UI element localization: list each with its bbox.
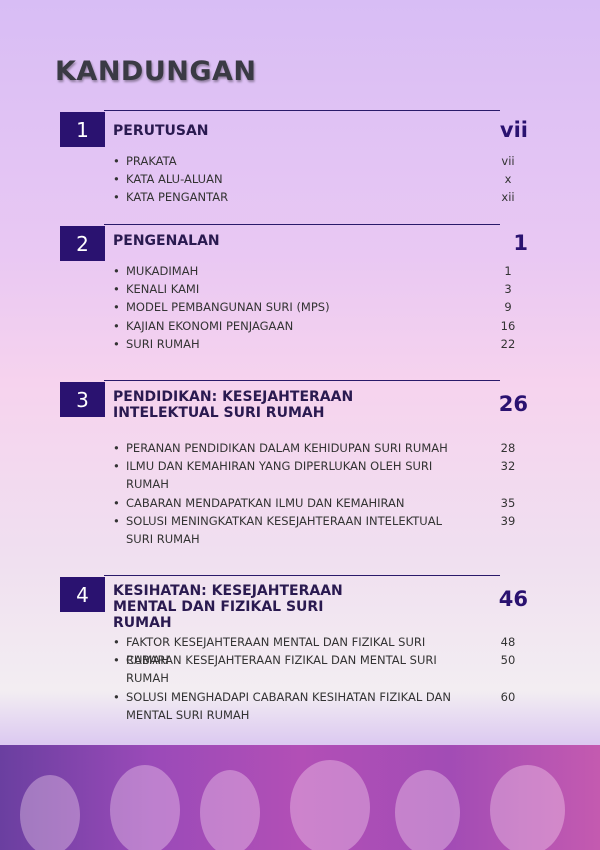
entry-label: SOLUSI MENGHADAPI CABARAN KESIHATAN FIZI… [126,690,452,722]
bullet: • [113,172,120,186]
section-rule [104,224,500,225]
section-rule [104,575,500,576]
section-page: 46 [498,587,528,611]
entry-label: SOLUSI MENINGKATKAN KESEJAHTERAAN INTELE… [126,514,442,546]
bullet: • [113,635,120,649]
photo-figure [200,770,260,850]
entry-page: vii [501,154,515,168]
section-number: 2 [60,226,105,261]
section-title: PENDIDIKAN: KESEJAHTERAAN INTELEKTUAL SU… [113,389,354,421]
section-title: PENGENALAN [113,233,220,249]
section-page: 1 [513,231,528,255]
entry-page: 3 [504,282,512,296]
section-title: PERUTUSAN [113,123,209,139]
entry-label: KENALI KAMI [126,282,200,296]
entry-page: 48 [500,635,516,649]
bullet: • [113,190,120,204]
entry-page: 1 [504,264,512,278]
entry-page: 9 [504,300,512,314]
entry-page: xii [501,190,515,204]
bullet: • [113,300,120,314]
photo-figure [110,765,180,850]
entry-label: MUKADIMAH [126,264,199,278]
entry-label: MODEL PEMBANGUNAN SURI (MPS) [126,300,330,314]
glow [0,690,600,750]
page-title: KANDUNGAN [55,56,257,87]
section-page: vii [499,118,528,142]
entry-label: KAJIAN EKONOMI PENJAGAAN [126,319,294,333]
bullet: • [113,264,120,278]
bullet: • [113,459,120,473]
section-number: 4 [60,577,105,612]
bullet: • [113,496,120,510]
entry-label: SURI RUMAH [126,337,200,351]
entry-page: 35 [500,496,516,510]
photo-figure [395,770,460,850]
bullet: • [113,441,120,455]
entry-page: 60 [500,690,516,704]
entry-label: ILMU DAN KEMAHIRAN YANG DIPERLUKAN OLEH … [126,459,433,491]
photo-figure [20,775,80,850]
entry-page: x [504,172,512,186]
bullet: • [113,690,120,704]
entry-page: 28 [500,441,516,455]
section-title: KESIHATAN: KESEJAHTERAAN MENTAL DAN FIZI… [113,583,343,631]
entry-label: CABARAN MENDAPATKAN ILMU DAN KEMAHIRAN [126,496,405,510]
photo-figure [290,760,370,850]
bullet: • [113,653,120,667]
entry-label: PRAKATA [126,154,177,168]
bullet: • [113,514,120,528]
photo-figure [490,765,565,850]
bullet: • [113,154,120,168]
entry-page: 22 [500,337,516,351]
entry-page: 39 [500,514,516,528]
section-number: 1 [60,112,105,147]
group-photo [0,745,600,850]
bullet: • [113,282,120,296]
entry-label: PERANAN PENDIDIKAN DALAM KEHIDUPAN SURI … [126,441,448,455]
bullet: • [113,337,120,351]
entry-label: CABARAN KESEJAHTERAAN FIZIKAL DAN MENTAL… [126,653,437,685]
section-rule [104,110,500,111]
section-rule [104,380,500,381]
bullet: • [113,319,120,333]
entry-label: KATA ALU-ALUAN [126,172,223,186]
entry-label: FAKTOR KESEJAHTERAAN MENTAL DAN FIZIKAL … [126,635,426,667]
section-number: 3 [60,382,105,417]
entry-label: KATA PENGANTAR [126,190,229,204]
entry-page: 32 [500,459,516,473]
entry-page: 50 [500,653,516,667]
entry-page: 16 [500,319,516,333]
section-page: 26 [498,392,528,416]
